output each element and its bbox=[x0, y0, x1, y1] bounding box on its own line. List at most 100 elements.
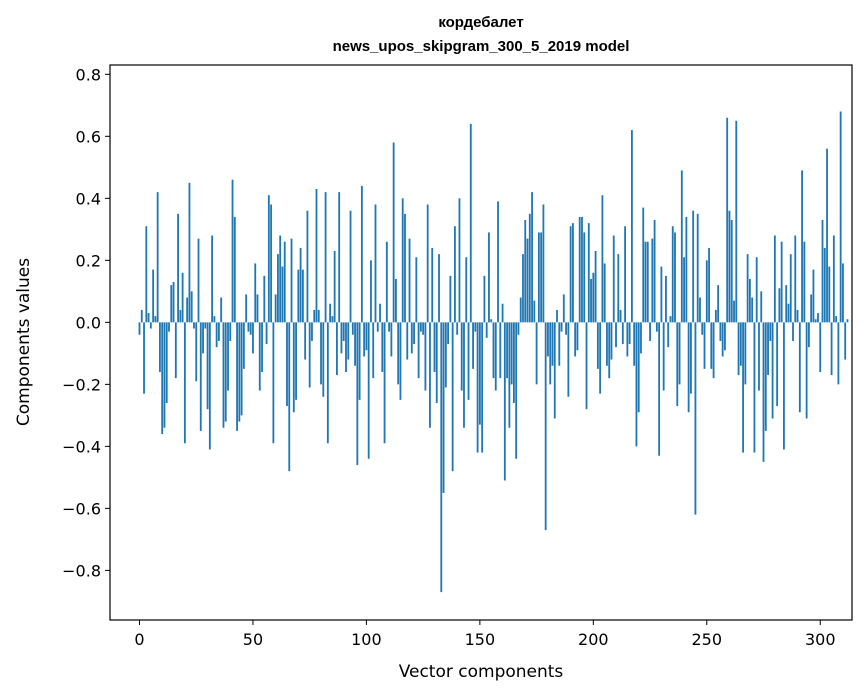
bar-64 bbox=[283, 241, 286, 323]
bar-231 bbox=[662, 322, 665, 391]
bar-28 bbox=[202, 322, 204, 354]
bar-180 bbox=[547, 322, 549, 357]
bar-60 bbox=[274, 294, 277, 323]
bar-98 bbox=[360, 185, 363, 323]
chart-title: кордебалет bbox=[438, 14, 523, 31]
bar-214 bbox=[624, 226, 626, 323]
bar-45 bbox=[240, 322, 243, 416]
bar-65 bbox=[286, 322, 288, 407]
bar-196 bbox=[583, 232, 586, 323]
bar-33 bbox=[213, 316, 216, 323]
bar-17 bbox=[177, 213, 179, 323]
bar-230 bbox=[660, 266, 663, 323]
bar-81 bbox=[322, 322, 325, 397]
bar-219 bbox=[635, 322, 638, 447]
bar-243 bbox=[689, 322, 692, 394]
bar-187 bbox=[562, 294, 565, 323]
bar-235 bbox=[671, 226, 674, 323]
bar-281 bbox=[776, 322, 779, 407]
bar-77 bbox=[313, 309, 316, 323]
bar-52 bbox=[256, 294, 259, 323]
bar-119 bbox=[408, 238, 411, 323]
bar-303 bbox=[826, 148, 828, 323]
x-tick-label: 50 bbox=[243, 630, 263, 649]
bar-55 bbox=[263, 275, 266, 323]
bar-283 bbox=[780, 241, 783, 323]
bar-206 bbox=[606, 322, 608, 366]
chart-subtitle: news_upos_skipgram_300_5_2019 model bbox=[333, 38, 630, 55]
bar-124 bbox=[419, 322, 422, 332]
bar-85 bbox=[331, 316, 334, 323]
bar-249 bbox=[703, 322, 706, 369]
bar-11 bbox=[163, 322, 166, 428]
bar-224 bbox=[646, 241, 649, 323]
y-tick-label: −0.6 bbox=[62, 499, 101, 518]
bar-306 bbox=[832, 235, 835, 323]
x-tick-label: 150 bbox=[465, 630, 496, 649]
bar-39 bbox=[227, 322, 229, 391]
bar-258 bbox=[724, 322, 726, 351]
bar-126 bbox=[424, 322, 427, 391]
x-axis-label: Vector components bbox=[399, 662, 564, 682]
bar-271 bbox=[753, 322, 756, 453]
bar-67 bbox=[290, 238, 293, 323]
bar-305 bbox=[830, 322, 833, 376]
bar-32 bbox=[211, 235, 214, 323]
bar-125 bbox=[422, 322, 425, 335]
bar-239 bbox=[680, 170, 683, 323]
bar-114 bbox=[397, 322, 400, 385]
bar-50 bbox=[252, 322, 254, 354]
bar-165 bbox=[512, 322, 515, 403]
bar-100 bbox=[365, 322, 368, 351]
bar-255 bbox=[717, 285, 720, 323]
bar-101 bbox=[367, 322, 370, 459]
bar-152 bbox=[483, 275, 486, 323]
bar-295 bbox=[807, 322, 810, 348]
y-tick-label: −0.2 bbox=[62, 375, 101, 394]
bar-69 bbox=[295, 322, 297, 400]
bar-186 bbox=[560, 322, 563, 332]
bar-183 bbox=[553, 322, 556, 419]
bar-70 bbox=[297, 269, 300, 323]
bar-123 bbox=[417, 322, 420, 379]
bar-105 bbox=[376, 322, 379, 332]
bar-274 bbox=[760, 291, 763, 323]
bar-94 bbox=[351, 322, 354, 335]
bar-264 bbox=[737, 322, 740, 376]
bar-96 bbox=[356, 322, 359, 465]
bar-61 bbox=[277, 254, 279, 323]
bar-110 bbox=[388, 322, 391, 332]
bar-304 bbox=[828, 266, 831, 323]
bar-95 bbox=[354, 322, 356, 366]
bar-265 bbox=[739, 322, 742, 366]
bar-248 bbox=[701, 322, 704, 335]
bar-147 bbox=[472, 322, 474, 369]
bar-6 bbox=[152, 269, 155, 323]
bar-93 bbox=[349, 210, 352, 323]
x-axis-ticks: 0 50 100 150 200 250 300 bbox=[134, 620, 836, 649]
bar-138 bbox=[451, 322, 454, 472]
bar-201 bbox=[594, 251, 597, 323]
bar-217 bbox=[630, 130, 633, 323]
bar-72 bbox=[301, 269, 304, 323]
bar-208 bbox=[610, 322, 613, 360]
bar-167 bbox=[517, 322, 520, 335]
bar-205 bbox=[603, 263, 606, 323]
bar-232 bbox=[665, 275, 667, 323]
bar-36 bbox=[220, 297, 223, 323]
bar-141 bbox=[458, 198, 461, 323]
bar-221 bbox=[640, 322, 642, 354]
bar-56 bbox=[265, 322, 268, 345]
bar-225 bbox=[649, 322, 651, 341]
bar-54 bbox=[261, 322, 263, 372]
bars-group bbox=[138, 111, 849, 593]
bar-106 bbox=[379, 303, 381, 323]
bar-285 bbox=[785, 285, 788, 323]
bar-153 bbox=[485, 322, 488, 338]
bar-157 bbox=[494, 322, 497, 391]
bar-166 bbox=[515, 322, 518, 459]
bar-115 bbox=[399, 322, 402, 400]
bar-223 bbox=[644, 241, 647, 323]
bar-171 bbox=[526, 238, 529, 323]
